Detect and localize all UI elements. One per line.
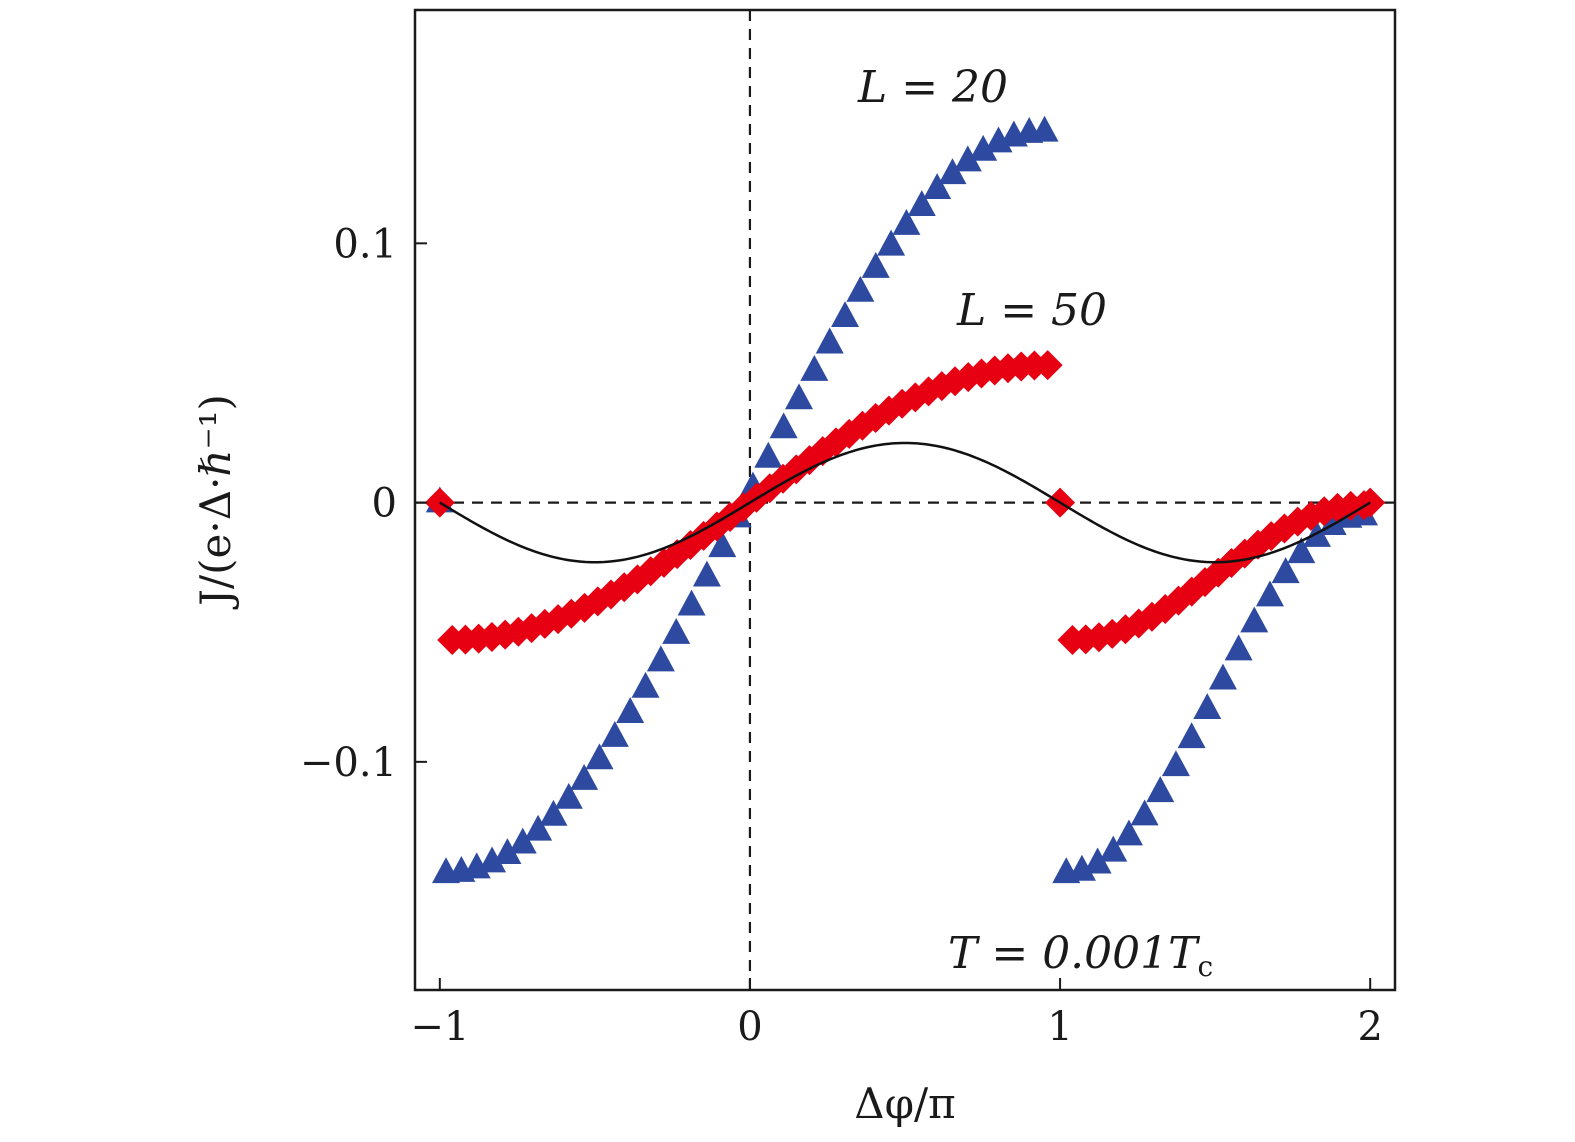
series-point-l20 <box>1177 722 1206 749</box>
series-point-l20 <box>769 412 798 439</box>
series-point-l20 <box>692 560 721 587</box>
series-point-l20 <box>953 145 982 172</box>
x-axis-label: Δφ/π <box>854 1079 956 1128</box>
series-point-l20 <box>508 827 537 854</box>
series-point-l20 <box>938 158 967 185</box>
y-tick-label: −0.1 <box>300 740 397 786</box>
series-point-l20 <box>907 190 936 217</box>
series-point-l20 <box>478 846 507 873</box>
series-point-l20 <box>631 671 660 698</box>
x-tick-label: 0 <box>737 1004 762 1050</box>
series-point-l20 <box>800 355 829 381</box>
annotation-temperature-main: T = 0.001T <box>948 928 1201 979</box>
series-point-l20 <box>616 697 645 723</box>
series-point-l20 <box>1271 557 1300 584</box>
x-tick-label: −1 <box>410 1004 469 1050</box>
series-point-l20 <box>1224 634 1253 661</box>
series-point-l20 <box>754 441 783 468</box>
x-tick-label: 1 <box>1047 1004 1072 1050</box>
series-point-l50 <box>1032 350 1063 381</box>
plot-frame <box>413 8 1397 992</box>
series-point-l20 <box>646 645 675 672</box>
series-point-l20 <box>554 782 583 809</box>
series-point-l20 <box>923 173 952 200</box>
series-point-l20 <box>1146 776 1175 803</box>
x-axis-ticks: −1 0 1 2 <box>410 978 1383 1050</box>
series-point-l20 <box>662 617 691 644</box>
series-point-l20 <box>677 589 706 616</box>
y-tick-label: 0 <box>372 481 397 527</box>
x-tick-label: 2 <box>1357 1004 1382 1050</box>
series-point-l20 <box>969 134 998 161</box>
plot-area <box>415 10 1395 990</box>
series-point-l20 <box>1161 750 1190 777</box>
series-point-l20 <box>1255 580 1284 607</box>
series-point-l20 <box>493 838 522 865</box>
series-point-l20 <box>585 743 614 770</box>
series-point-l20 <box>1193 693 1222 720</box>
series-point-l20 <box>570 763 599 790</box>
series-point-l20 <box>1099 835 1128 862</box>
series-point-l20 <box>1067 854 1096 881</box>
series-point-l20 <box>1083 847 1112 874</box>
annotation-l20: L = 20 <box>857 62 1008 113</box>
series-point-l20 <box>1240 606 1269 633</box>
series-point-l20 <box>892 208 921 235</box>
series-point-l20 <box>861 252 890 278</box>
series-point-l20 <box>1208 663 1237 690</box>
series-point-l20 <box>785 383 814 410</box>
y-axis-label: J/(e·Δ·ℏ⁻¹) <box>191 394 240 610</box>
y-axis-ticks: −0.1 0 0.1 <box>300 221 427 786</box>
series-point-l20 <box>1114 819 1143 846</box>
series-line-bulk <box>439 441 1371 564</box>
series-point-l20 <box>846 275 875 302</box>
series-point-l20 <box>708 531 737 558</box>
series-point-l20 <box>524 814 553 841</box>
series-point-l20 <box>1130 799 1159 826</box>
series-point-l20 <box>1287 537 1316 564</box>
annotation-l50: L = 50 <box>956 285 1107 336</box>
annotation-temperature-subscript: c <box>1198 950 1214 983</box>
annotation-temperature: T = 0.001Tc <box>948 928 1213 983</box>
series-point-l20 <box>831 301 860 328</box>
series-point-l20 <box>877 229 906 256</box>
series-point-l20 <box>1030 115 1059 142</box>
series-point-l20 <box>539 799 568 826</box>
series-point-l20 <box>815 327 844 354</box>
y-tick-label: 0.1 <box>333 221 397 267</box>
series-point-l20 <box>600 720 629 747</box>
